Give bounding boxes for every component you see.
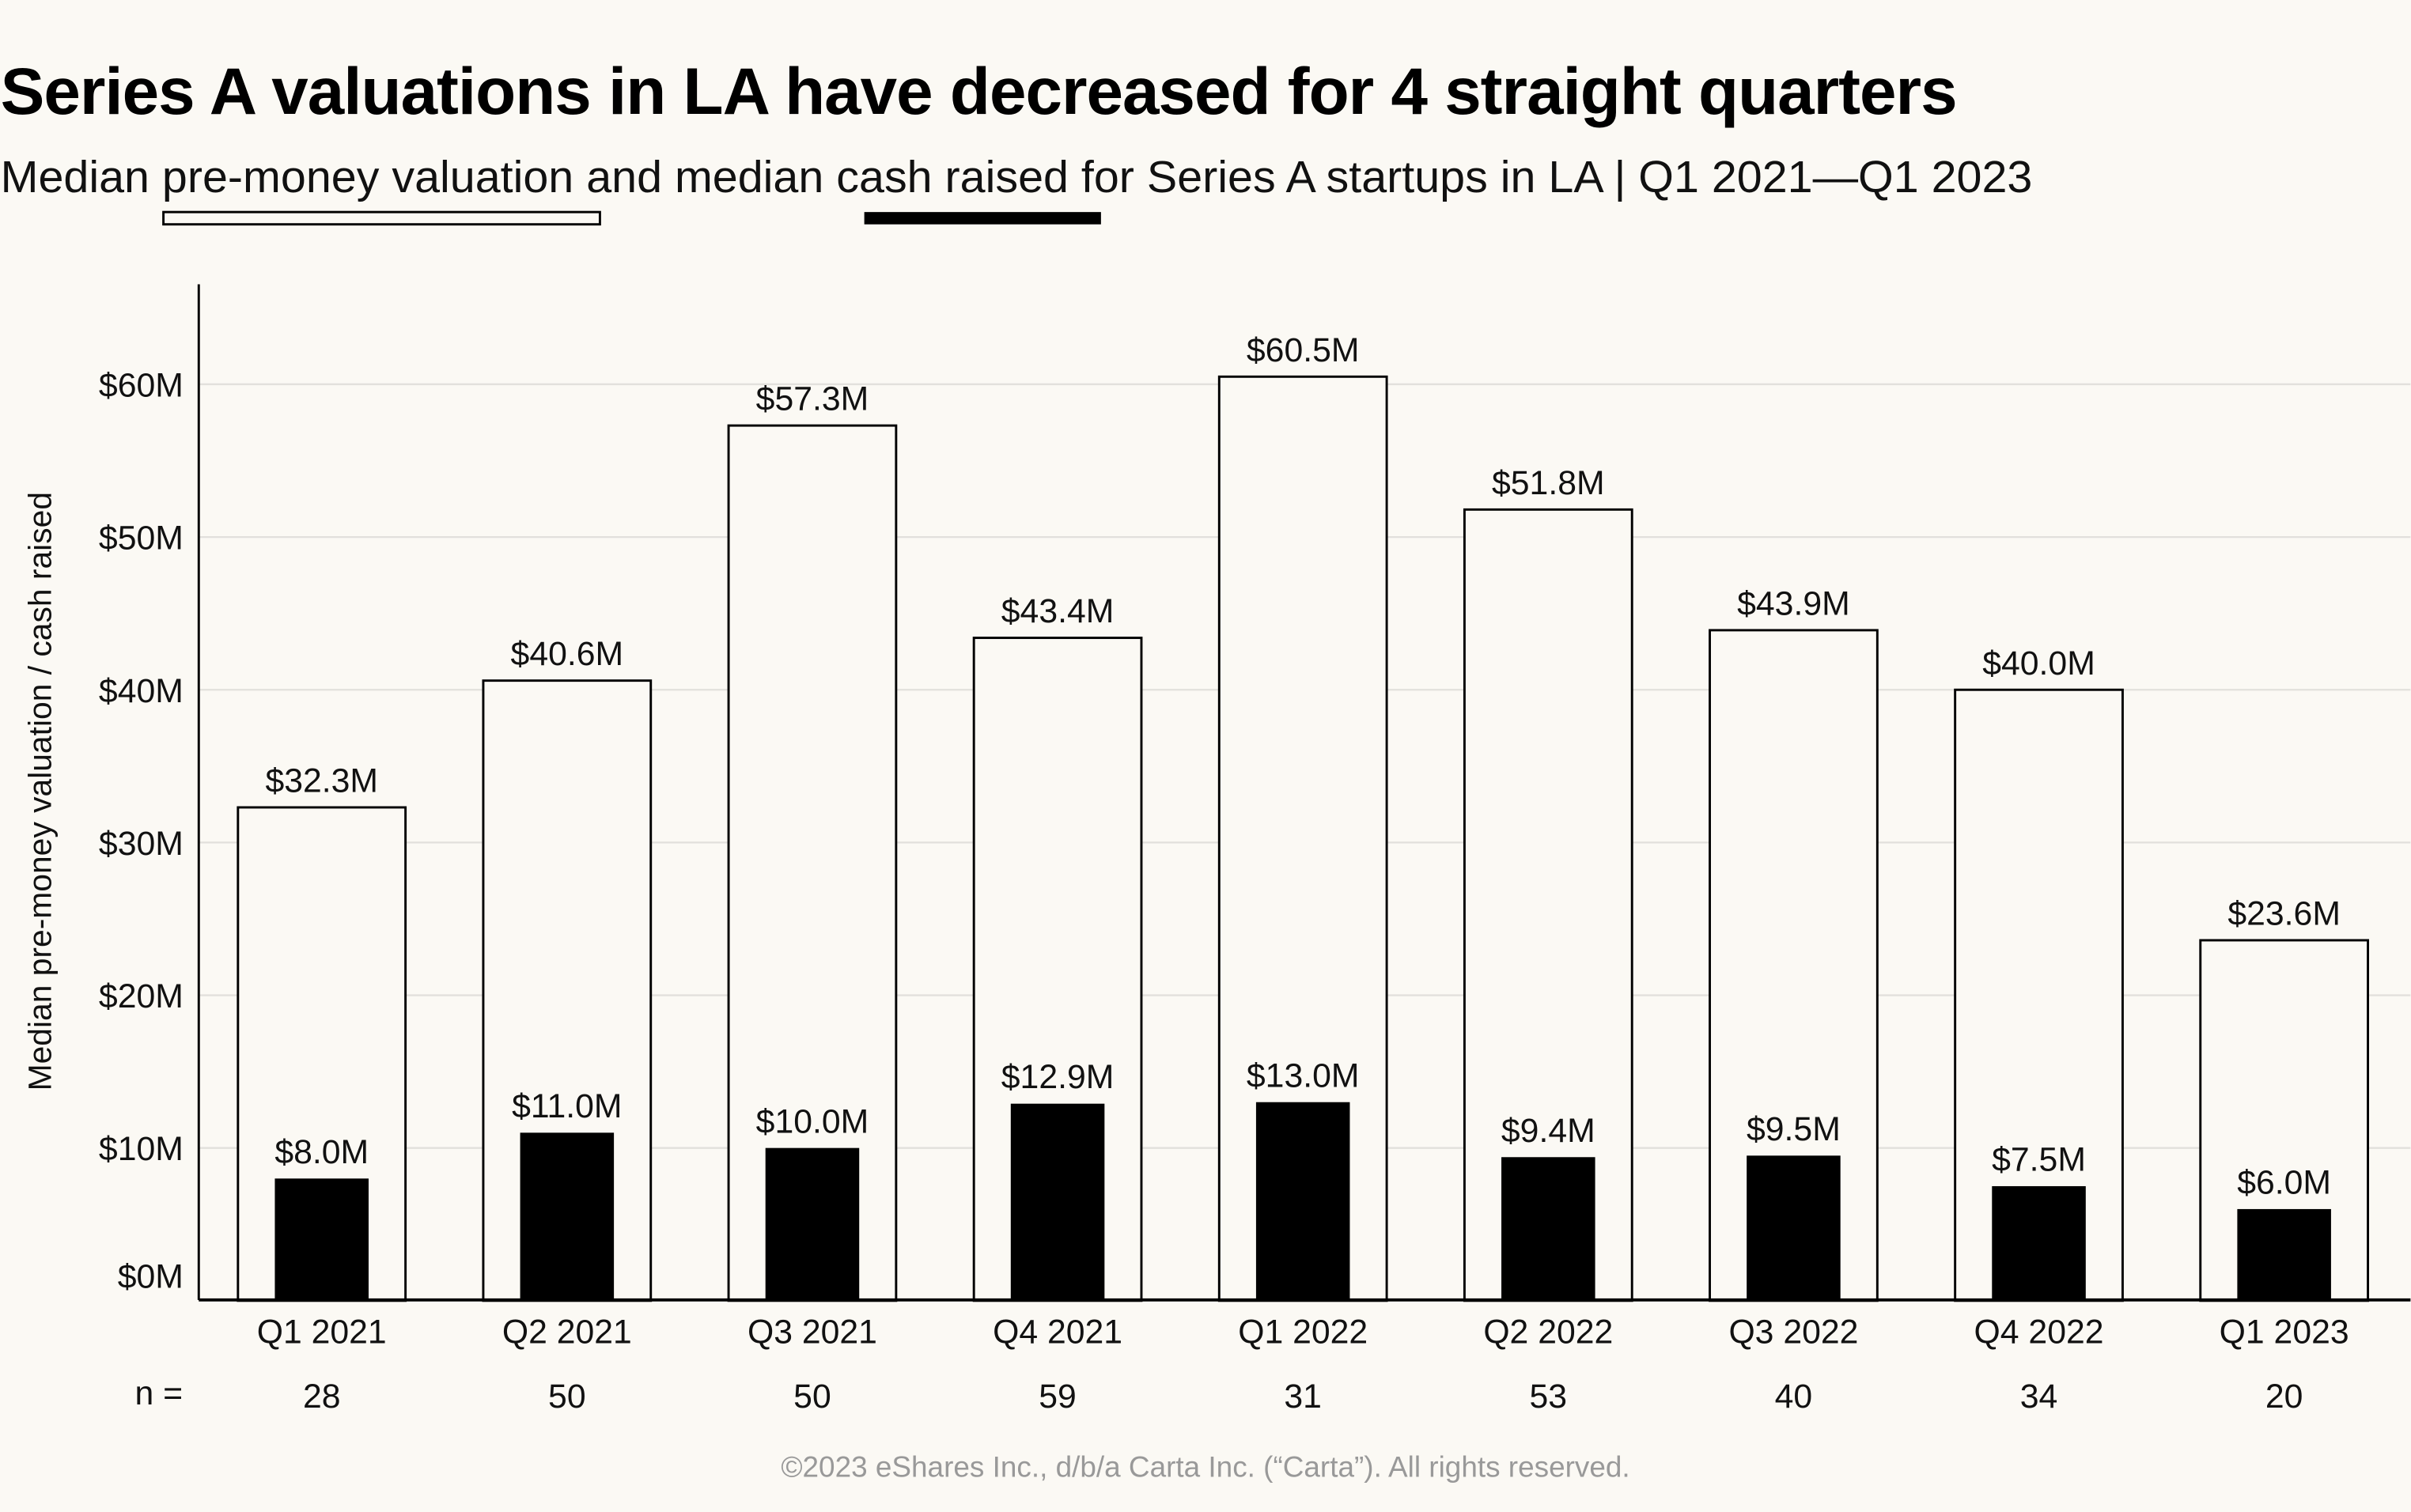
valuation-value-label: $43.4M <box>1001 592 1115 630</box>
valuation-value-label: $23.6M <box>2227 895 2341 933</box>
cash-bar <box>274 1178 369 1301</box>
n-label: n = <box>134 1374 183 1412</box>
n-value: 34 <box>2020 1378 2058 1416</box>
y-axis-title: Median pre-money valuation / cash raised <box>22 492 59 1091</box>
chart-title: Series A valuations in LA have decreased… <box>1 54 1957 128</box>
y-axis-ticks: $0M $10M $20M $30M $40M $50M $60M <box>99 367 184 1296</box>
cash-bar <box>1747 1155 1841 1301</box>
n-value: 50 <box>793 1378 831 1416</box>
y-tick-label: $10M <box>99 1130 184 1168</box>
n-value: 40 <box>1775 1378 1813 1416</box>
n-value: 28 <box>303 1378 341 1416</box>
cash-value-label: $11.0M <box>512 1087 622 1125</box>
subtitle-part3: for Series A startups in LA | Q1 2021—Q1… <box>1069 152 2032 202</box>
subtitle-part2: and median <box>573 152 836 202</box>
cash-bar <box>2237 1208 2331 1301</box>
bars: $32.3M $8.0M $40.6M $11.0M $57.3M $10.0M $43.4… <box>237 331 2370 1302</box>
cash-value-label: $12.9M <box>1001 1058 1115 1096</box>
x-tick-label: Q4 2021 <box>993 1313 1122 1351</box>
cash-value-label: $9.5M <box>1747 1110 1841 1148</box>
valuation-value-label: $32.3M <box>265 762 378 800</box>
x-tick-label: Q3 2022 <box>1728 1313 1858 1351</box>
x-tick-label: Q2 2022 <box>1483 1313 1613 1351</box>
y-tick-label: $40M <box>99 672 184 710</box>
cash-value-label: $9.4M <box>1501 1112 1595 1150</box>
cash-value-label: $10.0M <box>756 1102 869 1140</box>
valuation-value-label: $43.9M <box>1737 584 1850 622</box>
n-value: 50 <box>548 1378 586 1416</box>
cash-value-label: $6.0M <box>2237 1164 2331 1202</box>
chart-subtitle: Median pre-money valuation and median ca… <box>1 152 2033 202</box>
x-tick-label: Q1 2023 <box>2220 1313 2349 1351</box>
copyright-footer: ©2023 eShares Inc., d/b/a Carta Inc. (“C… <box>781 1450 1629 1483</box>
cash-value-label: $7.5M <box>1992 1141 2086 1179</box>
x-tick-label: Q1 2021 <box>257 1313 387 1351</box>
cash-bar <box>1992 1185 2086 1301</box>
n-value: 20 <box>2265 1378 2303 1416</box>
valuation-value-label: $40.0M <box>1982 644 2095 682</box>
cash-value-label: $8.0M <box>274 1133 369 1171</box>
y-tick-label: $0M <box>118 1257 184 1295</box>
n-value: 53 <box>1530 1378 1568 1416</box>
y-tick-label: $60M <box>99 367 184 405</box>
y-tick-label: $50M <box>99 520 184 558</box>
cash-bar <box>1010 1103 1105 1301</box>
y-tick-label: $20M <box>99 977 184 1015</box>
valuation-value-label: $57.3M <box>756 380 869 418</box>
n-value: 59 <box>1039 1378 1077 1416</box>
subtitle-valuation-term: pre-money valuation <box>162 152 573 202</box>
x-tick-label: Q1 2022 <box>1238 1313 1368 1351</box>
cash-bar <box>1255 1102 1350 1301</box>
valuation-value-label: $40.6M <box>511 635 624 673</box>
n-value: 31 <box>1284 1378 1322 1416</box>
x-axis-labels: Q1 2021 28 Q2 2021 50 Q3 2021 50 Q4 2021 59 Q1 2… <box>257 1313 2349 1416</box>
cash-bar <box>1501 1157 1595 1301</box>
subtitle-part1: Median <box>1 152 162 202</box>
valuation-value-label: $60.5M <box>1247 331 1360 369</box>
x-tick-label: Q4 2022 <box>1974 1313 2104 1351</box>
valuation-value-label: $51.8M <box>1492 464 1605 502</box>
legend-swatch-cash <box>864 212 1101 225</box>
cash-bar <box>765 1147 860 1301</box>
cash-value-label: $13.0M <box>1247 1057 1360 1094</box>
cash-bar <box>520 1132 615 1301</box>
subtitle-cash-term: cash raised <box>836 152 1069 202</box>
x-tick-label: Q2 2021 <box>502 1313 632 1351</box>
legend-swatch-valuation <box>162 210 601 226</box>
y-tick-label: $30M <box>99 825 184 863</box>
x-tick-label: Q3 2021 <box>748 1313 877 1351</box>
